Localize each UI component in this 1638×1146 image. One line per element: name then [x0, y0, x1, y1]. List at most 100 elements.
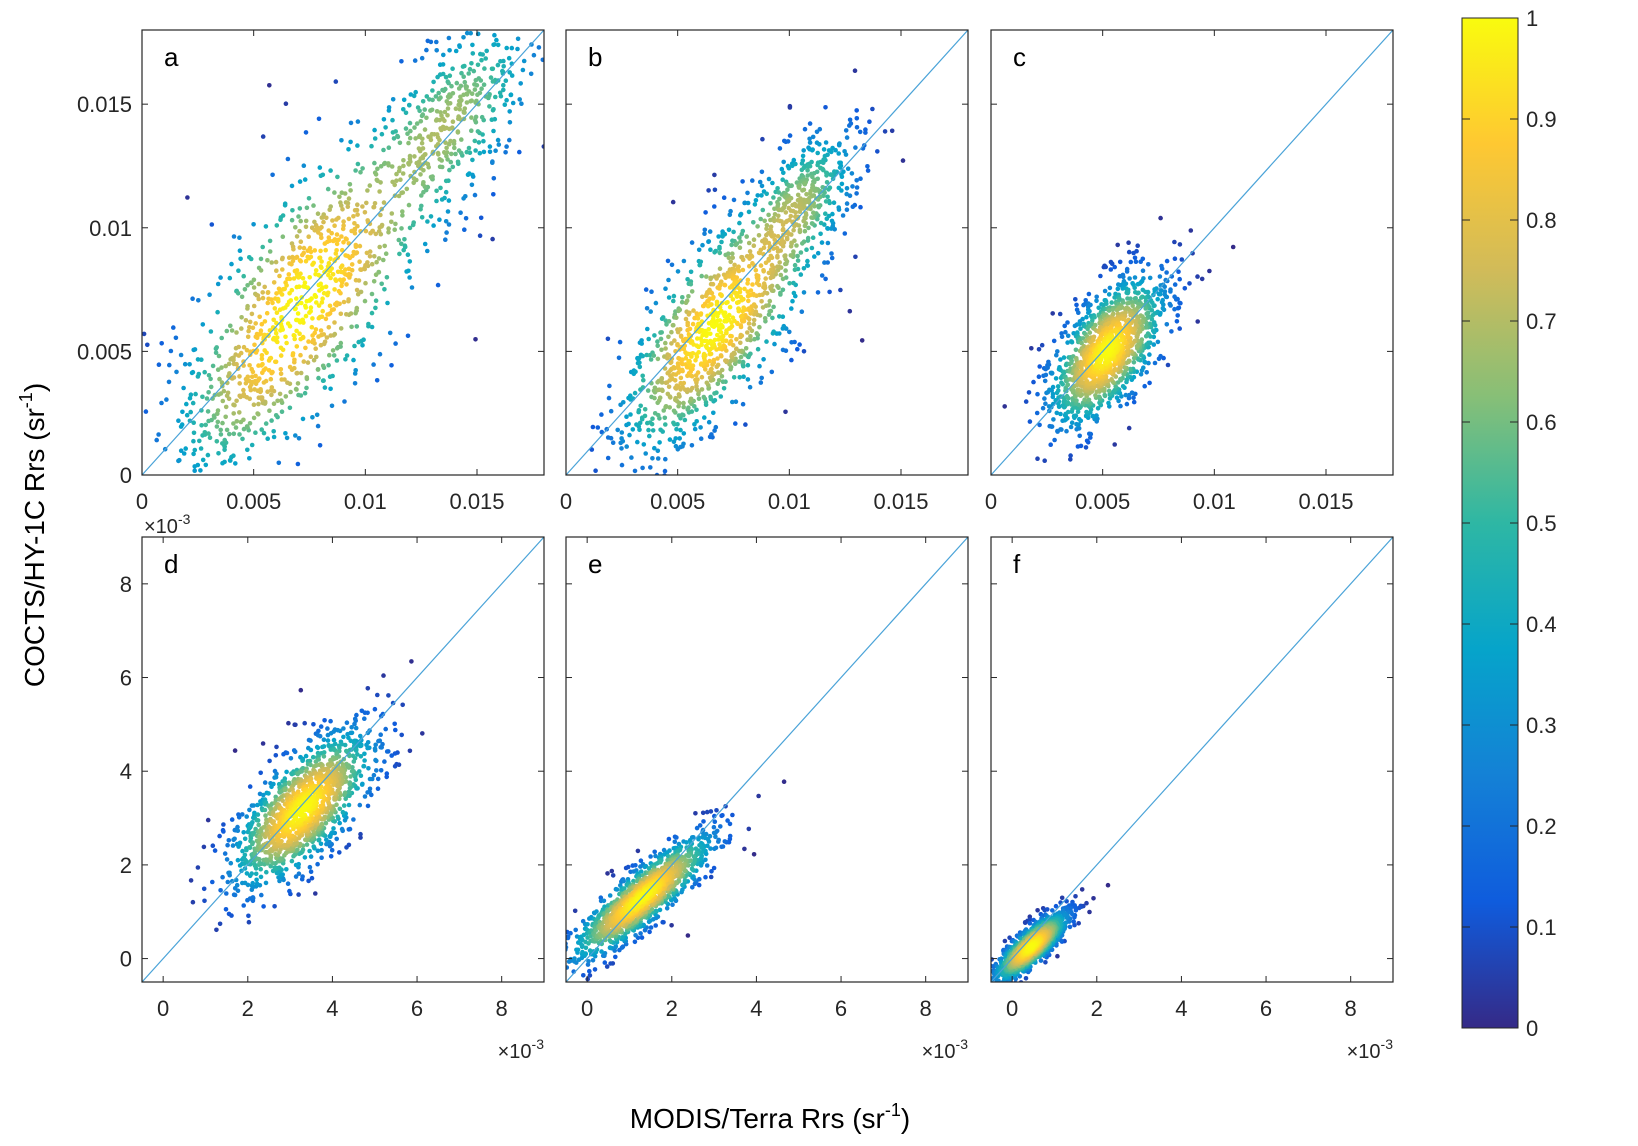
- data-point: [1077, 433, 1082, 439]
- data-point: [283, 394, 289, 399]
- data-point: [364, 200, 369, 206]
- data-point: [335, 814, 341, 820]
- data-point: [1172, 306, 1177, 312]
- data-point: [1151, 321, 1156, 327]
- data-point: [792, 267, 798, 273]
- data-point: [1167, 301, 1173, 307]
- data-point: [520, 67, 526, 73]
- data-point: [487, 104, 492, 109]
- data-point: [212, 848, 218, 853]
- data-point: [291, 276, 297, 281]
- data-point: [355, 212, 360, 217]
- data-point: [1106, 388, 1112, 394]
- data-point: [722, 282, 728, 288]
- data-point: [636, 424, 642, 429]
- data-point: [249, 280, 254, 286]
- data-point: [271, 280, 277, 285]
- data-point: [637, 360, 642, 365]
- data-point: [730, 297, 736, 302]
- data-point: [203, 422, 208, 428]
- data-point: [1146, 262, 1151, 267]
- data-point: [1163, 277, 1168, 283]
- data-point: [1060, 382, 1065, 387]
- data-point: [821, 147, 827, 152]
- data-point: [461, 74, 467, 79]
- data-point: [255, 411, 260, 416]
- data-point: [375, 786, 381, 791]
- data-point: [780, 347, 786, 353]
- data-point: [172, 540, 177, 545]
- data-point: [344, 312, 349, 317]
- data-point: [339, 826, 345, 832]
- data-point: [605, 336, 611, 342]
- data-point: [316, 315, 322, 321]
- data-point: [215, 419, 221, 425]
- data-point: [636, 408, 642, 413]
- data-point: [397, 251, 402, 257]
- data-point: [379, 281, 385, 287]
- data-point: [310, 262, 315, 267]
- data-point: [344, 282, 349, 287]
- data-point: [302, 720, 308, 726]
- data-point: [352, 343, 357, 349]
- data-point: [299, 300, 304, 306]
- data-point: [713, 424, 719, 430]
- data-point: [360, 781, 365, 787]
- data-point: [801, 290, 807, 295]
- data-point: [464, 149, 470, 155]
- data-point: [479, 86, 484, 91]
- data-point: [764, 191, 769, 197]
- data-point: [645, 326, 650, 332]
- data-point: [501, 82, 506, 88]
- data-point: [644, 306, 650, 311]
- data-point: [231, 453, 236, 459]
- data-point: [419, 203, 424, 209]
- data-point: [852, 68, 858, 73]
- data-point: [734, 337, 739, 342]
- data-point: [666, 319, 672, 324]
- data-point: [304, 205, 310, 211]
- data-point: [256, 401, 261, 407]
- data-point: [461, 196, 466, 201]
- data-point: [317, 165, 323, 170]
- data-point: [1088, 435, 1093, 440]
- data-point: [311, 722, 316, 727]
- data-point: [204, 396, 210, 401]
- data-point: [450, 91, 456, 96]
- data-point: [793, 161, 798, 167]
- data-point: [269, 392, 274, 398]
- data-point: [780, 314, 786, 320]
- data-point: [709, 302, 714, 307]
- data-point: [273, 259, 279, 265]
- data-point: [1133, 322, 1139, 328]
- data-point: [1124, 269, 1130, 274]
- data-point: [655, 339, 660, 344]
- data-point: [251, 222, 256, 227]
- data-point: [245, 306, 250, 311]
- data-point: [1056, 388, 1061, 393]
- data-point: [222, 851, 228, 856]
- data-point: [337, 850, 342, 855]
- data-point: [781, 323, 787, 329]
- data-point: [481, 138, 486, 144]
- data-point: [770, 315, 775, 321]
- data-point: [794, 243, 799, 248]
- data-point: [337, 820, 343, 826]
- data-point: [293, 225, 298, 230]
- data-point: [418, 119, 424, 124]
- data-point: [188, 392, 194, 398]
- data-point: [839, 181, 845, 187]
- data-point: [244, 814, 249, 819]
- data-point: [297, 331, 302, 337]
- data-point: [312, 292, 318, 298]
- data-point: [792, 262, 798, 268]
- data-point: [606, 499, 611, 504]
- data-point: [510, 100, 516, 106]
- data-point: [195, 357, 201, 362]
- data-point: [769, 262, 775, 268]
- data-point: [341, 219, 346, 224]
- x-tick-label: 0: [560, 489, 572, 514]
- data-point: [802, 228, 808, 234]
- data-point: [237, 235, 242, 240]
- data-point: [1112, 295, 1117, 300]
